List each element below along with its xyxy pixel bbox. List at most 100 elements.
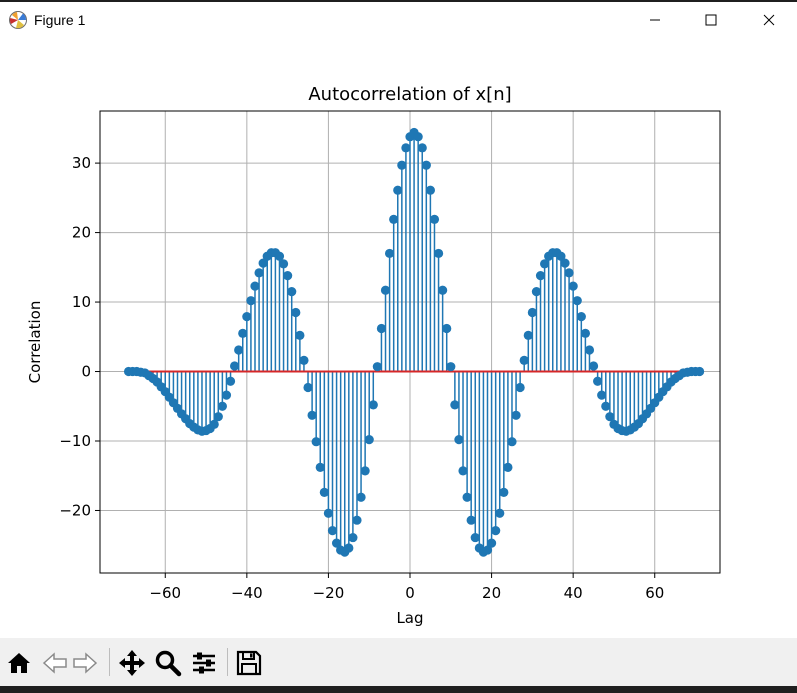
stem-marker bbox=[401, 143, 411, 153]
pan-button[interactable] bbox=[117, 648, 147, 678]
configure-subplots-button[interactable] bbox=[189, 648, 219, 678]
stem-marker bbox=[515, 382, 525, 393]
x-tick-label: −20 bbox=[313, 584, 345, 602]
stem-marker bbox=[572, 296, 582, 306]
stem-marker bbox=[429, 214, 440, 224]
back-button[interactable] bbox=[40, 648, 70, 678]
stem-marker bbox=[560, 258, 570, 268]
stem-marker bbox=[274, 251, 285, 261]
pan-icon bbox=[119, 650, 145, 676]
y-tick-label: −10 bbox=[59, 432, 91, 450]
stem-marker bbox=[601, 401, 611, 411]
stem-marker bbox=[364, 435, 374, 445]
stem-marker bbox=[389, 214, 399, 224]
stem-marker bbox=[376, 323, 387, 334]
stem-marker bbox=[283, 271, 293, 281]
stem-marker bbox=[360, 466, 370, 476]
stem-marker bbox=[209, 419, 219, 429]
stem-marker bbox=[413, 132, 423, 142]
matplotlib-figure-icon bbox=[8, 10, 28, 30]
home-button[interactable] bbox=[4, 648, 34, 678]
chart-title: Autocorrelation of x[n] bbox=[308, 84, 511, 105]
close-icon bbox=[763, 14, 775, 26]
stem-marker bbox=[535, 271, 546, 281]
stem-marker bbox=[527, 307, 537, 318]
stem-marker bbox=[230, 361, 240, 371]
x-tick-label: 0 bbox=[405, 584, 415, 602]
stem-marker bbox=[507, 437, 517, 447]
x-tick-label: 60 bbox=[645, 584, 664, 602]
stem-marker bbox=[323, 508, 334, 518]
window-title: Figure 1 bbox=[34, 12, 86, 28]
maximize-button[interactable] bbox=[688, 2, 734, 38]
stem-marker bbox=[319, 487, 329, 498]
home-icon bbox=[8, 653, 30, 673]
window-top-edge bbox=[0, 0, 797, 2]
stem-marker bbox=[385, 248, 395, 259]
title-bar: Figure 1 bbox=[0, 2, 797, 38]
stem-marker bbox=[486, 538, 497, 548]
stem-marker bbox=[225, 376, 236, 386]
stem-marker bbox=[397, 160, 407, 170]
stem-marker bbox=[356, 492, 366, 502]
y-tick-label: 0 bbox=[81, 363, 91, 381]
stem-series bbox=[140, 132, 689, 553]
stem-marker bbox=[348, 532, 358, 543]
stem-marker bbox=[511, 410, 521, 420]
stem-marker bbox=[462, 492, 472, 502]
stem-marker bbox=[605, 412, 615, 422]
stem-marker bbox=[287, 287, 297, 297]
y-tick-label: 20 bbox=[72, 224, 91, 242]
stem-marker bbox=[593, 376, 603, 386]
stem-marker bbox=[254, 268, 264, 278]
x-tick-label: −40 bbox=[231, 584, 263, 602]
minimize-icon bbox=[650, 19, 660, 21]
stem-marker bbox=[295, 330, 305, 340]
close-button[interactable] bbox=[746, 2, 792, 38]
zoom-button[interactable] bbox=[153, 648, 183, 678]
y-tick-label: 30 bbox=[72, 154, 91, 172]
stem-marker bbox=[417, 143, 427, 153]
stem-marker bbox=[213, 412, 223, 422]
stem-marker bbox=[238, 328, 248, 338]
stem-marker bbox=[458, 466, 468, 476]
figure-canvas[interactable]: −60 −40 −20 0 20 40 60 −20 −10 0 10 20 30 Autocorrel… bbox=[0, 38, 797, 638]
x-axis-label: Lag bbox=[396, 609, 423, 627]
zoom-icon bbox=[155, 650, 182, 677]
stem-marker bbox=[454, 435, 464, 445]
forward-button[interactable] bbox=[70, 648, 100, 678]
stem-marker bbox=[442, 323, 452, 334]
stem-marker bbox=[327, 526, 338, 536]
stem-marker bbox=[580, 328, 590, 338]
stem-marker bbox=[421, 160, 431, 170]
stem-marker bbox=[352, 515, 362, 525]
stem-marker bbox=[519, 355, 529, 366]
stem-marker bbox=[372, 362, 382, 372]
stem-marker bbox=[368, 400, 378, 410]
minimize-button[interactable] bbox=[632, 2, 678, 38]
stem-marker bbox=[588, 361, 599, 371]
stem-marker bbox=[556, 251, 566, 261]
maximize-icon bbox=[705, 14, 717, 26]
stem-marker bbox=[450, 400, 460, 410]
stem-marker bbox=[446, 362, 456, 372]
autocorrelation-chart: −60 −40 −20 0 20 40 60 −20 −10 0 10 20 30 Autocorrel… bbox=[26, 84, 721, 627]
navigation-toolbar bbox=[0, 638, 797, 686]
toolbar-separator bbox=[109, 648, 110, 676]
save-button[interactable] bbox=[234, 648, 264, 678]
stem-marker bbox=[315, 462, 325, 472]
back-arrow-icon bbox=[42, 652, 67, 674]
stem-marker bbox=[234, 345, 244, 355]
stem-markers bbox=[123, 127, 705, 557]
stem-marker bbox=[576, 312, 586, 322]
stem-marker bbox=[495, 508, 505, 518]
configure-subplots-icon bbox=[193, 652, 215, 674]
stem-marker bbox=[344, 543, 354, 553]
stem-marker bbox=[303, 382, 313, 393]
stem-marker bbox=[250, 281, 260, 291]
stem-marker bbox=[221, 390, 232, 400]
x-tick-label: 20 bbox=[482, 584, 501, 602]
stem-marker bbox=[311, 437, 321, 447]
stem-marker bbox=[568, 281, 578, 291]
y-tick-label: −20 bbox=[59, 501, 91, 519]
